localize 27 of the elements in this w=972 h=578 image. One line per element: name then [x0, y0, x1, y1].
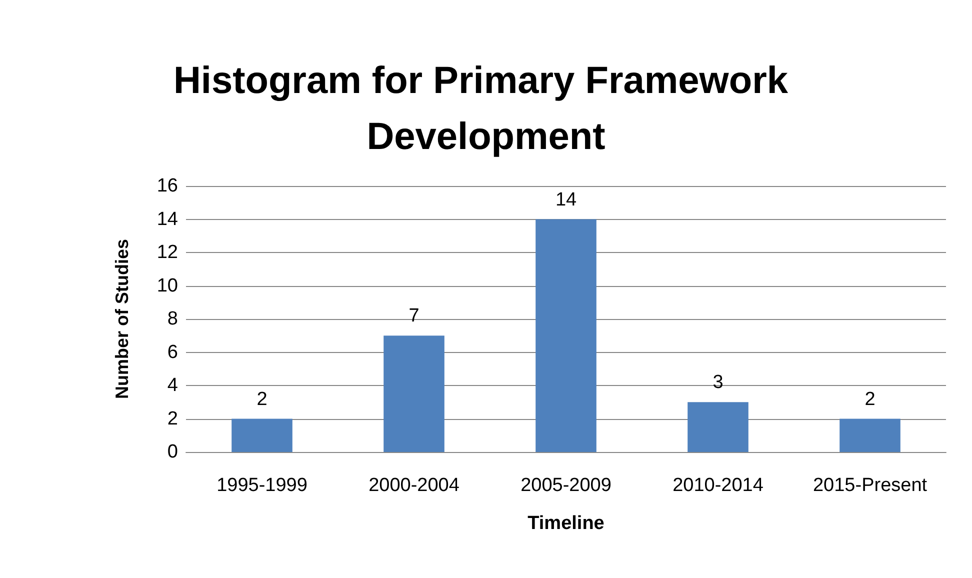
bar — [840, 418, 900, 452]
y-tick-label: 0 — [167, 442, 178, 462]
y-tick-label: 14 — [156, 208, 178, 230]
y-tick-label: 6 — [167, 342, 178, 363]
y-tick-label: 2 — [167, 408, 178, 430]
bar — [232, 418, 292, 452]
data-label: 7 — [408, 306, 420, 327]
y-axis-title: Number of Studies — [112, 238, 132, 400]
data-label: 14 — [555, 189, 577, 210]
bar — [536, 219, 596, 452]
y-tick-label: 16 — [156, 176, 178, 196]
bar — [688, 402, 748, 452]
data-label: 2 — [864, 388, 876, 410]
x-tick-label: 2010-2014 — [672, 475, 764, 496]
bar — [384, 336, 444, 452]
y-tick-label: 12 — [156, 242, 178, 263]
data-label: 2 — [256, 388, 268, 410]
y-tick-label: 8 — [167, 308, 178, 330]
y-tick-label: 4 — [167, 375, 178, 396]
y-tick-label: 10 — [156, 275, 178, 296]
chart-title: Histogram for Primary Framework Development — [173, 60, 799, 158]
x-axis-title: Timeline — [528, 513, 604, 534]
x-tick-label: 2000-2004 — [368, 475, 460, 496]
x-tick-label: 1995-1999 — [216, 475, 308, 496]
x-tick-label: 2015-Present — [812, 475, 928, 496]
x-tick-label: 2005-2009 — [520, 475, 612, 496]
data-label: 3 — [712, 372, 724, 394]
